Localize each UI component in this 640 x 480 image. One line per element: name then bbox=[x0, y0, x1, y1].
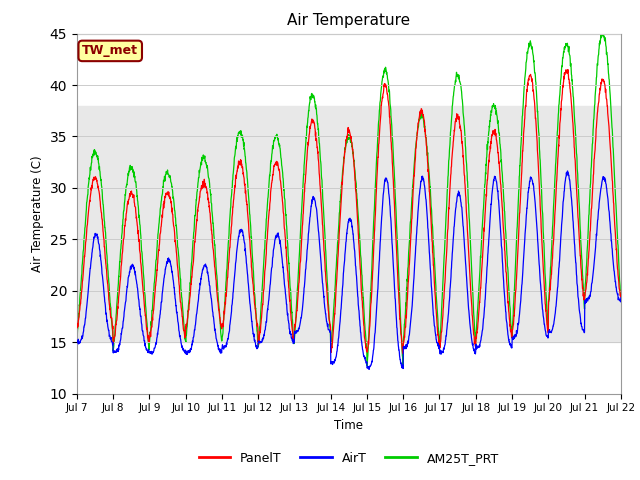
Bar bbox=[77, 106, 621, 342]
Y-axis label: Air Temperature (C): Air Temperature (C) bbox=[31, 156, 44, 272]
Text: TW_met: TW_met bbox=[82, 44, 138, 58]
Title: Air Temperature: Air Temperature bbox=[287, 13, 410, 28]
Legend: PanelT, AirT, AM25T_PRT: PanelT, AirT, AM25T_PRT bbox=[194, 447, 504, 469]
X-axis label: Time: Time bbox=[334, 419, 364, 432]
